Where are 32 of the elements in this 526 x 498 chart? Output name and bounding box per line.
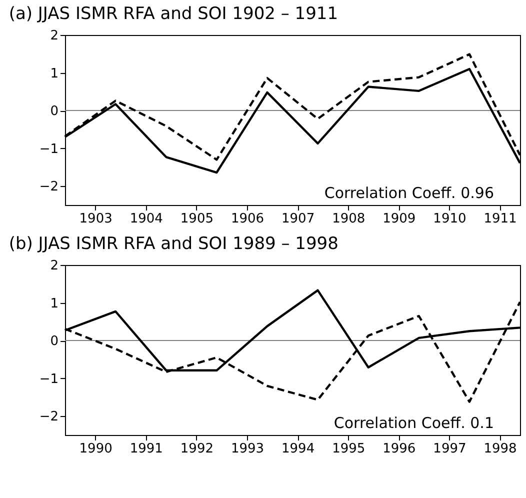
chart-title: (b) JJAS ISMR RFA and SOI 1989 – 1998 <box>8 234 338 254</box>
x-tick-label: 1992 <box>180 442 214 456</box>
x-tick-label: 1995 <box>332 442 366 456</box>
x-tick-label: 1991 <box>130 442 163 456</box>
x-tick-label: 1908 <box>332 212 366 226</box>
x-tick-label: 1909 <box>382 212 416 226</box>
x-tick-label: 1904 <box>130 212 163 226</box>
y-tick-label: −2 <box>39 410 58 425</box>
y-tick-label: 1 <box>50 296 58 312</box>
annotation: Correlation Coeff. 0.1 <box>334 414 494 432</box>
x-tick-label: 1998 <box>484 442 517 456</box>
y-tick-label: 0 <box>50 104 58 120</box>
x-tick-label: 1997 <box>433 442 466 456</box>
y-tick-label: −1 <box>39 372 58 387</box>
y-tick-label: 1 <box>50 66 58 82</box>
x-tick-label: 1906 <box>230 212 264 226</box>
y-tick-label: 0 <box>50 334 58 350</box>
x-tick-label: 1990 <box>79 442 112 456</box>
y-tick-label: 2 <box>50 28 58 44</box>
y-tick-label: −2 <box>39 180 58 195</box>
annotation: Correlation Coeff. 0.96 <box>324 184 494 202</box>
chart-title: (a) JJAS ISMR RFA and SOI 1902 – 1911 <box>8 4 338 24</box>
x-tick-label: 1993 <box>230 442 264 456</box>
x-tick-label: 1907 <box>282 212 315 226</box>
x-tick-label: 1996 <box>382 442 416 456</box>
x-tick-label: 1994 <box>282 442 315 456</box>
x-tick-label: 1905 <box>180 212 214 226</box>
y-tick-label: −1 <box>39 142 58 157</box>
x-tick-label: 1903 <box>79 212 112 226</box>
x-tick-label: 1910 <box>433 212 466 226</box>
x-tick-label: 1911 <box>484 212 517 226</box>
y-tick-label: 2 <box>50 258 58 274</box>
